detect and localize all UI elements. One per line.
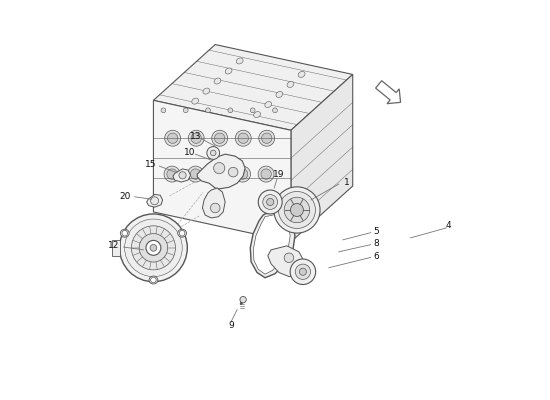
Circle shape [240,296,246,303]
Ellipse shape [161,108,166,113]
Circle shape [263,194,278,210]
Ellipse shape [191,133,201,143]
Circle shape [290,259,316,284]
Ellipse shape [287,82,294,88]
Ellipse shape [298,71,305,78]
Text: 15: 15 [145,160,156,169]
Circle shape [284,253,294,262]
Polygon shape [268,246,304,276]
Circle shape [278,192,315,228]
Ellipse shape [183,108,188,113]
Text: 12: 12 [108,241,119,250]
Polygon shape [202,188,225,218]
Ellipse shape [167,169,177,179]
Circle shape [290,204,304,216]
Circle shape [151,197,158,205]
Circle shape [258,190,282,214]
Circle shape [151,277,156,283]
Polygon shape [112,240,120,256]
Text: 9: 9 [228,321,234,330]
Text: 19: 19 [273,170,285,178]
Circle shape [274,187,320,233]
Ellipse shape [235,130,251,146]
Ellipse shape [120,229,129,237]
Ellipse shape [238,169,248,179]
Ellipse shape [188,130,204,146]
Ellipse shape [273,108,277,113]
Ellipse shape [236,58,243,64]
Text: 10: 10 [184,148,195,157]
Ellipse shape [254,112,261,118]
Ellipse shape [262,133,272,143]
Polygon shape [153,100,291,242]
Ellipse shape [192,98,199,104]
Circle shape [228,167,238,177]
Circle shape [119,214,188,282]
Ellipse shape [225,68,232,74]
Text: 8: 8 [374,239,379,248]
Circle shape [139,234,168,262]
Circle shape [125,219,182,277]
Circle shape [295,264,311,280]
Ellipse shape [261,169,271,179]
Ellipse shape [164,166,180,182]
Ellipse shape [214,133,225,143]
Polygon shape [197,154,245,189]
Ellipse shape [178,229,186,237]
Polygon shape [173,169,190,182]
Ellipse shape [276,92,283,98]
Ellipse shape [164,130,180,146]
Circle shape [211,150,216,156]
Circle shape [179,230,185,236]
Ellipse shape [265,102,272,108]
Ellipse shape [214,169,224,179]
Polygon shape [254,214,290,274]
Ellipse shape [211,166,227,182]
Ellipse shape [235,166,251,182]
Ellipse shape [228,108,233,113]
Text: 20: 20 [120,192,131,200]
Text: 4: 4 [446,222,451,230]
Ellipse shape [258,166,274,182]
Circle shape [211,203,220,213]
Text: 13: 13 [190,132,201,141]
Text: 6: 6 [374,252,379,261]
Polygon shape [250,211,295,278]
Ellipse shape [250,108,255,113]
Text: 1: 1 [344,178,350,186]
Circle shape [207,146,219,159]
Ellipse shape [149,276,158,284]
Ellipse shape [259,130,274,146]
Ellipse shape [190,169,201,179]
Text: 5: 5 [374,227,379,236]
Ellipse shape [206,108,211,113]
Ellipse shape [238,133,249,143]
Circle shape [131,226,175,270]
Polygon shape [376,81,400,104]
Circle shape [122,230,128,236]
Circle shape [179,172,186,179]
Ellipse shape [212,130,228,146]
Ellipse shape [188,166,204,182]
Polygon shape [291,74,353,242]
Circle shape [150,244,157,251]
Circle shape [284,197,310,223]
Circle shape [146,240,161,255]
Circle shape [213,162,225,174]
Ellipse shape [214,78,221,84]
Polygon shape [147,194,163,207]
Circle shape [267,198,274,206]
Ellipse shape [203,88,210,94]
Polygon shape [153,44,353,130]
Ellipse shape [168,133,178,143]
Circle shape [299,268,306,275]
